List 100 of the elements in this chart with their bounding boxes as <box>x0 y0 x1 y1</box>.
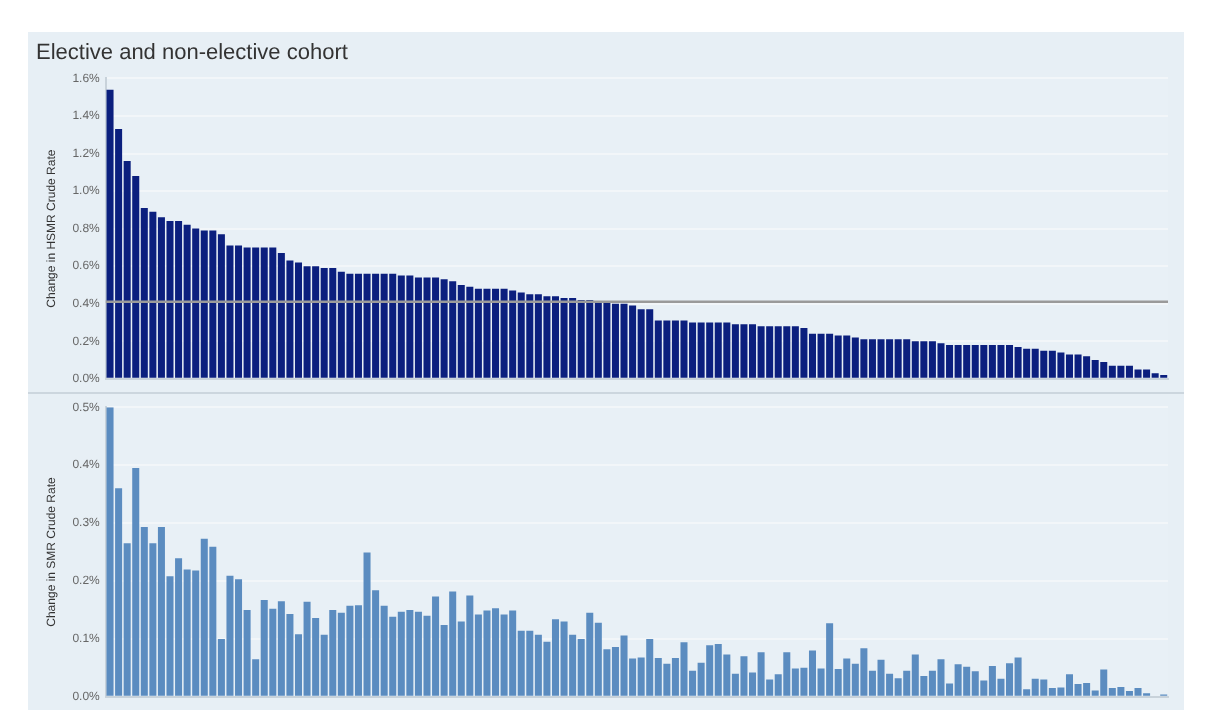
bar <box>723 322 731 378</box>
bar <box>269 247 277 378</box>
bar <box>569 298 577 378</box>
bar <box>406 275 414 378</box>
bar <box>843 335 851 378</box>
bar <box>209 546 217 696</box>
bar <box>1074 354 1082 378</box>
bar <box>303 601 311 696</box>
bar <box>1100 361 1108 378</box>
bar <box>1057 352 1065 378</box>
bar <box>363 273 371 378</box>
bar <box>843 658 851 696</box>
bar <box>226 575 234 696</box>
bar <box>851 337 859 378</box>
bar <box>500 614 508 696</box>
bar <box>791 326 799 378</box>
bar <box>603 301 611 378</box>
bar <box>397 611 405 696</box>
bar <box>106 89 114 378</box>
bar <box>534 294 542 378</box>
bar <box>620 303 628 378</box>
bar <box>894 678 902 696</box>
bar <box>483 288 491 378</box>
bar <box>1117 365 1125 378</box>
bar <box>260 247 268 378</box>
bar <box>1083 356 1091 378</box>
bar <box>457 284 465 378</box>
bar <box>920 341 928 378</box>
bar <box>1031 348 1039 378</box>
bar <box>1117 686 1125 696</box>
bar <box>766 326 774 378</box>
bar <box>783 652 791 696</box>
bar <box>277 601 285 696</box>
bar <box>1048 350 1056 378</box>
bar <box>200 230 208 378</box>
bar <box>774 326 782 378</box>
bar <box>517 292 525 378</box>
bar <box>509 610 517 696</box>
bar <box>534 634 542 696</box>
bar <box>260 600 268 696</box>
bar <box>500 288 508 378</box>
bar <box>646 309 654 378</box>
bar <box>731 324 739 378</box>
bar <box>740 324 748 378</box>
bar <box>663 320 671 378</box>
bar <box>937 343 945 378</box>
bar <box>680 642 688 696</box>
bar <box>620 635 628 696</box>
bar <box>1040 350 1048 378</box>
bar <box>1100 669 1108 696</box>
bar <box>911 341 919 378</box>
bar <box>209 230 217 378</box>
bar <box>200 538 208 696</box>
bar <box>680 320 688 378</box>
bar <box>988 345 996 378</box>
bar <box>329 609 337 696</box>
bar <box>826 333 834 378</box>
bar <box>560 298 568 378</box>
bar <box>217 234 225 378</box>
bar <box>954 664 962 696</box>
bar <box>509 290 517 378</box>
bar <box>1134 688 1142 696</box>
bar <box>1023 348 1031 378</box>
bar <box>1143 369 1151 378</box>
bar <box>817 333 825 378</box>
bar <box>1014 346 1022 378</box>
bar <box>526 630 534 696</box>
bar <box>997 345 1005 378</box>
bar <box>963 666 971 696</box>
bar <box>192 228 200 378</box>
bar <box>149 211 157 378</box>
bar <box>252 247 260 378</box>
bar <box>1108 365 1116 378</box>
bar <box>397 275 405 378</box>
bar <box>1083 682 1091 696</box>
bar <box>860 648 868 696</box>
bar <box>372 273 380 378</box>
bar <box>1040 679 1048 696</box>
bar <box>963 345 971 378</box>
bar <box>449 591 457 696</box>
bar <box>860 339 868 378</box>
bar <box>697 322 705 378</box>
bar <box>526 294 534 378</box>
bar <box>714 644 722 696</box>
bar <box>663 663 671 696</box>
bar <box>474 288 482 378</box>
bar <box>714 322 722 378</box>
bar <box>834 335 842 378</box>
bar <box>380 273 388 378</box>
bar <box>560 621 568 696</box>
bar <box>706 645 714 696</box>
bar <box>586 612 594 696</box>
bar <box>971 671 979 696</box>
bar <box>406 609 414 696</box>
bar <box>269 608 277 696</box>
chart-title: Elective and non-elective cohort <box>36 41 348 66</box>
bar <box>757 652 765 696</box>
bar <box>877 659 885 696</box>
bar <box>886 339 894 378</box>
bar <box>826 623 834 696</box>
